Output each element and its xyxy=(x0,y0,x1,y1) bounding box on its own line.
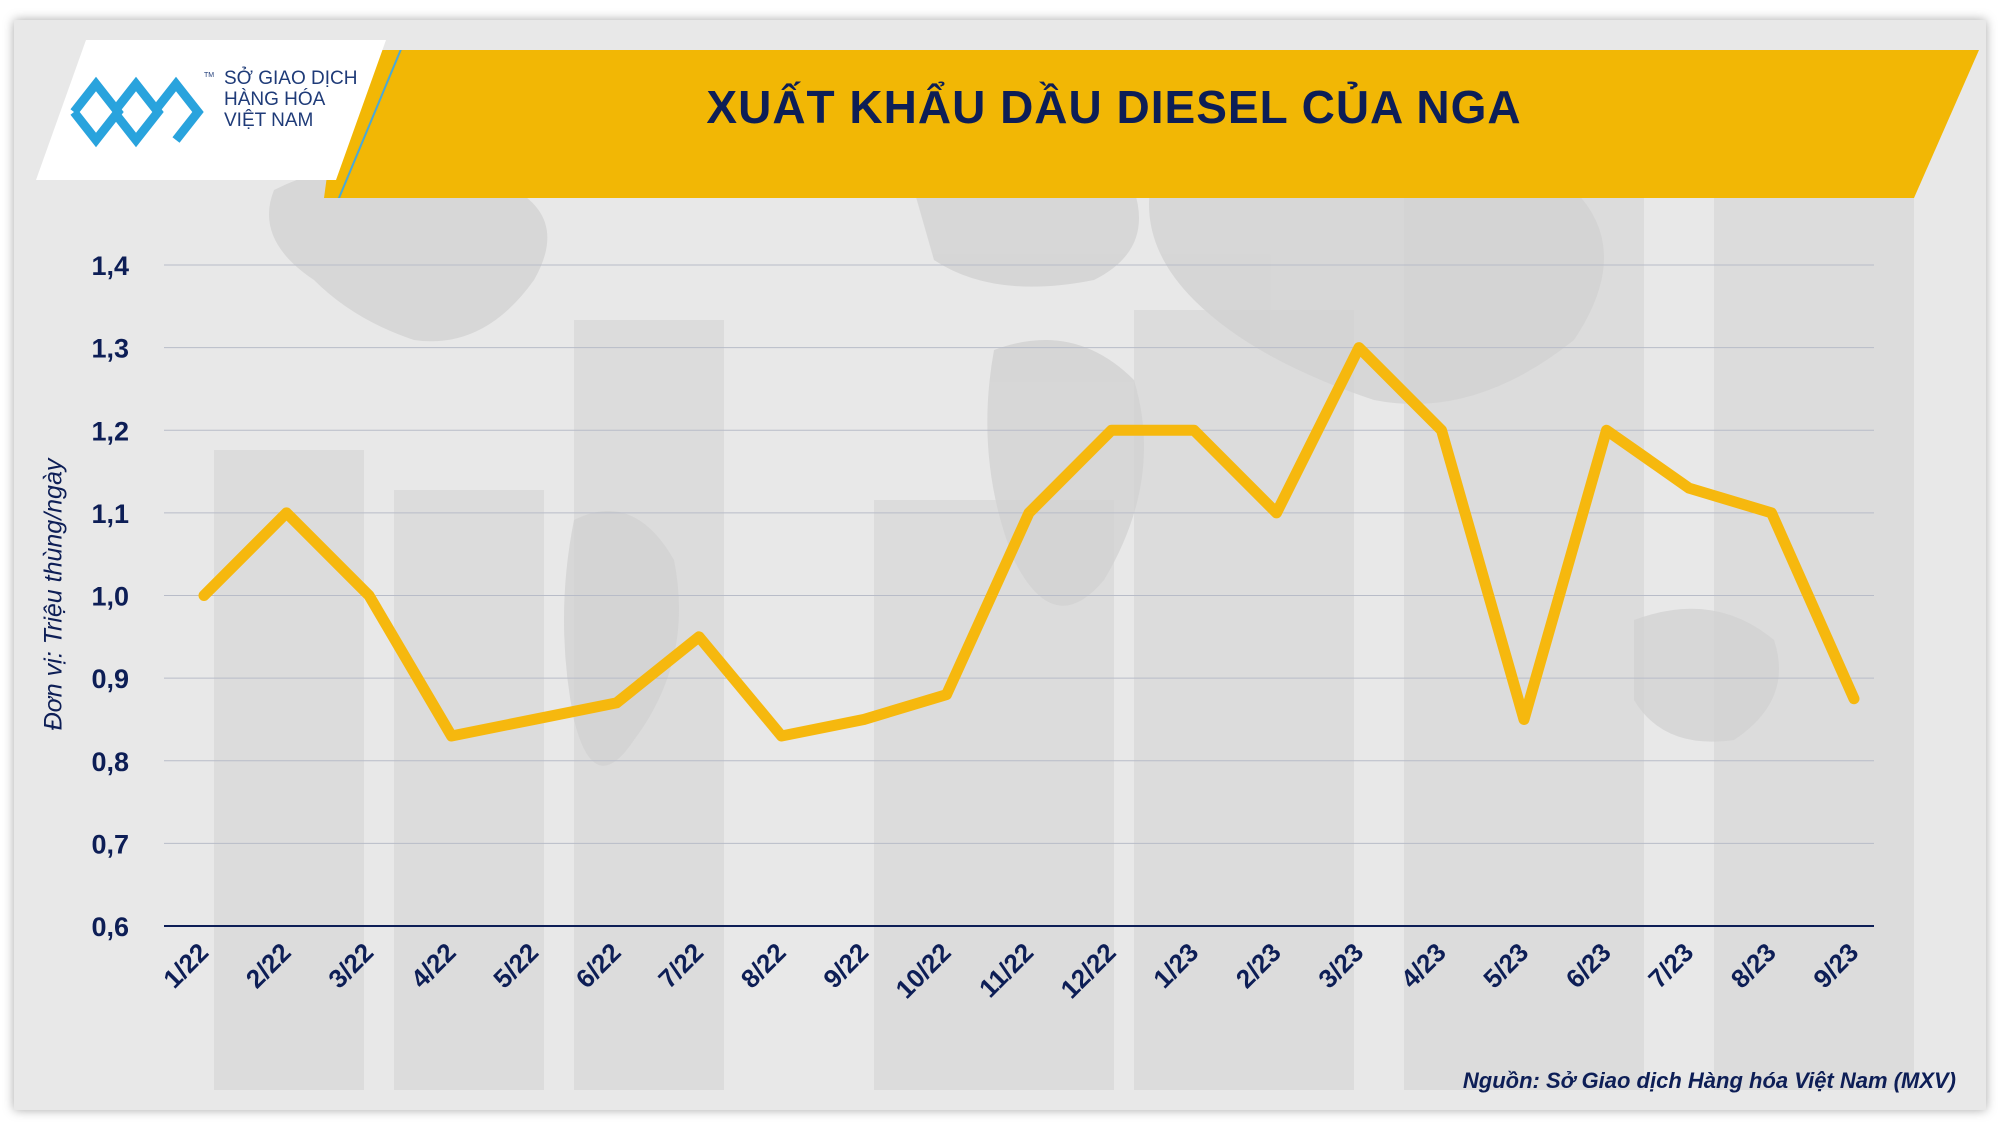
logo-icon xyxy=(70,76,204,148)
y-tick-label: 1,1 xyxy=(91,499,129,529)
data-point xyxy=(1852,696,1856,701)
data-point xyxy=(1687,486,1691,491)
x-tick-label: 2/23 xyxy=(1230,937,1287,994)
source-note: Nguồn: Sở Giao dịch Hàng hóa Việt Nam (M… xyxy=(1462,1068,1956,1093)
y-tick-label: 0,8 xyxy=(91,747,129,777)
y-tick-label: 1,2 xyxy=(91,416,129,446)
logo-trademark: TM xyxy=(204,72,215,79)
x-tick-label: 10/22 xyxy=(890,937,957,1004)
data-point xyxy=(1109,428,1114,433)
data-point xyxy=(1439,428,1444,433)
data-point xyxy=(1027,510,1031,515)
title-band xyxy=(324,50,1979,198)
y-tick-label: 1,4 xyxy=(91,251,129,281)
line-chart: 0,6 0,7 0,8 0,9 1,0 1,1 1,2 1,3 1,4 1/22 2/22 3/22 4… xyxy=(91,251,1874,1004)
x-tick-label: 12/22 xyxy=(1055,937,1122,1004)
y-tick-label: 1,0 xyxy=(91,582,129,612)
data-point xyxy=(367,593,371,598)
data-point xyxy=(779,733,784,738)
x-tick-label: 5/22 xyxy=(487,937,544,994)
x-tick-label: 4/23 xyxy=(1395,937,1452,994)
data-point xyxy=(862,717,866,722)
chart-title: XUẤT KHẨU DẦU DIESEL CỦA NGA xyxy=(706,81,1522,133)
y-tick-label: 1,3 xyxy=(91,334,129,364)
x-tick-label: 1/23 xyxy=(1147,937,1204,994)
data-point xyxy=(202,593,206,598)
x-tick-label: 9/22 xyxy=(817,937,874,994)
x-tick-label: 3/23 xyxy=(1312,937,1369,994)
logo-line-3: VIỆT NAM xyxy=(224,110,314,131)
data-point xyxy=(284,510,289,515)
data-point xyxy=(1192,428,1196,433)
y-tick-label: 0,7 xyxy=(91,829,129,859)
x-tick-label: 1/22 xyxy=(157,937,214,994)
data-point xyxy=(697,634,701,639)
data-point xyxy=(1274,510,1279,515)
data-point xyxy=(944,692,949,697)
data-point xyxy=(1769,510,1774,515)
x-tick-label: 9/23 xyxy=(1807,937,1864,994)
data-point xyxy=(532,717,536,722)
data-point xyxy=(1522,717,1526,722)
logo-text: SỞ GIAO DỊCH HÀNG HÓA VIỆT NAM xyxy=(224,68,394,131)
data-point xyxy=(614,700,619,705)
data-point xyxy=(449,733,454,738)
x-tick-label: 5/23 xyxy=(1477,937,1534,994)
logo-line-1: SỞ GIAO DỊCH xyxy=(224,68,358,89)
x-tick-label: 4/22 xyxy=(405,937,462,994)
x-tick-label: 3/22 xyxy=(322,937,379,994)
data-point xyxy=(1357,345,1361,350)
x-tick-label: 7/23 xyxy=(1642,937,1699,994)
x-tick-label: 6/23 xyxy=(1560,937,1617,994)
x-tick-label: 8/22 xyxy=(735,937,792,994)
logo-line-2: HÀNG HÓA xyxy=(224,89,326,110)
x-tick-label: 11/22 xyxy=(973,937,1039,1003)
x-tick-label: 6/22 xyxy=(570,937,627,994)
x-tick-label: 2/22 xyxy=(240,937,297,994)
logo-panel xyxy=(36,40,386,180)
data-point xyxy=(1604,428,1609,433)
x-tick-label: 7/22 xyxy=(652,937,709,994)
x-tick-label: 8/23 xyxy=(1725,937,1782,994)
chart-frame: XUẤT KHẨU DẦU DIESEL CỦA NGA TM SỞ GIAO … xyxy=(14,20,1986,1110)
y-tick-label: 0,6 xyxy=(91,912,129,942)
y-tick-label: 0,9 xyxy=(91,664,129,694)
